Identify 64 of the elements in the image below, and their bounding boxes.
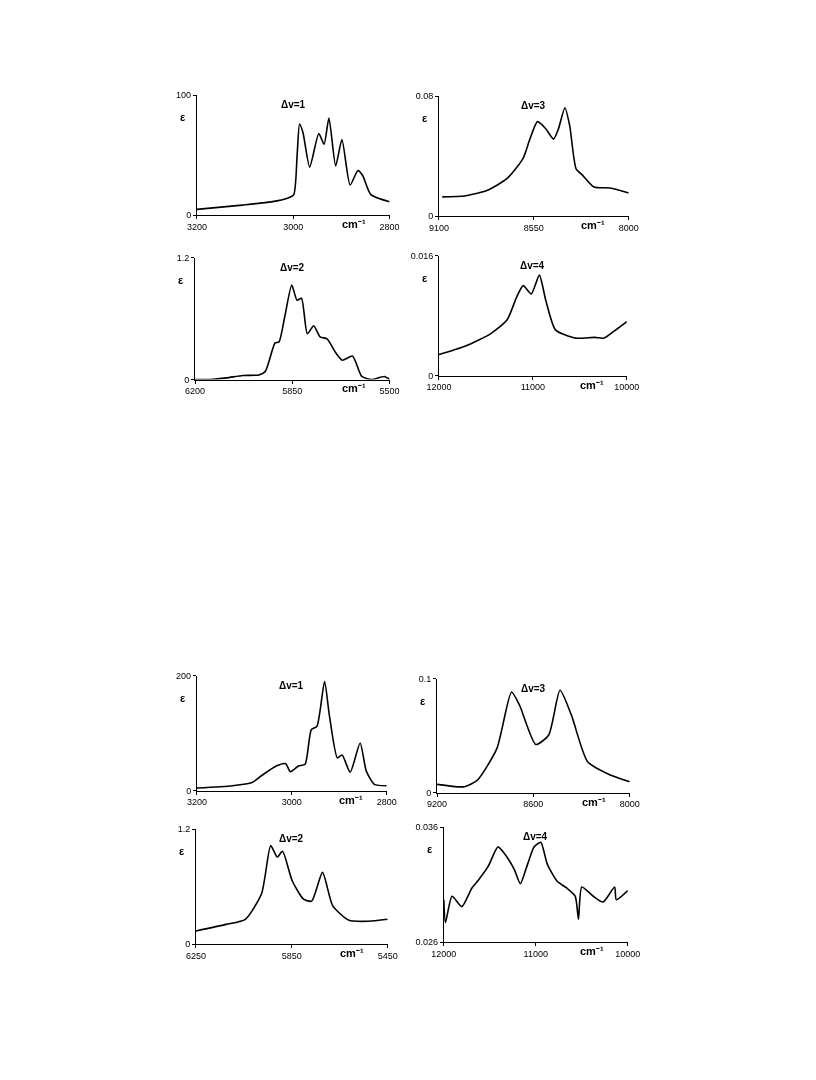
x-tick-label: 3200 [186, 221, 207, 232]
y-axis-title: ε [420, 695, 426, 707]
x-tick-label: 5850 [282, 386, 303, 397]
chart-title: Δv=4 [520, 260, 545, 271]
y-tick-label: 0.08 [415, 91, 434, 102]
y-tick-label: 0 [186, 785, 192, 796]
x-axis-title: cm⁻¹ [581, 219, 605, 231]
x-tick-label: 8000 [619, 799, 640, 810]
x-tick-label: 3000 [281, 797, 302, 808]
chart-title: Δv=2 [280, 262, 305, 273]
x-tick-label: 9100 [428, 222, 449, 233]
x-tick-label: 9200 [427, 799, 448, 810]
chart-title: Δv=3 [521, 100, 546, 111]
y-tick-label: 200 [176, 670, 192, 681]
x-tick-label: 2800 [379, 221, 400, 232]
y-axis-title: ε [179, 845, 185, 857]
x-tick-label: 2800 [376, 797, 397, 808]
x-axis-title: cm⁻¹ [339, 794, 363, 806]
y-axis-title: ε [427, 843, 433, 855]
y-axis-title: ε [180, 111, 186, 123]
x-tick-label: 12000 [431, 949, 457, 960]
y-tick-label: 0.016 [410, 250, 434, 261]
y-axis-title: ε [180, 692, 186, 704]
x-axis-title: cm⁻¹ [580, 945, 604, 957]
chart-title: Δv=1 [281, 99, 306, 110]
chart-title: Δv=4 [523, 831, 548, 842]
x-tick-label: 3200 [186, 797, 207, 808]
x-axis-title: cm⁻¹ [580, 379, 604, 391]
y-axis-title: ε [178, 274, 184, 286]
x-axis-title: cm⁻¹ [340, 947, 364, 959]
y-tick-label: 0 [428, 211, 434, 222]
y-tick-label: 0.1 [418, 673, 432, 684]
chart-title: Δv=2 [279, 833, 304, 844]
chart-title: Δv=3 [521, 683, 546, 694]
y-axis-title: ε [422, 112, 428, 124]
chart-title: Δv=1 [279, 680, 304, 691]
x-tick-label: 10000 [614, 382, 640, 393]
x-tick-label: 12000 [426, 382, 452, 393]
x-tick-label: 5450 [377, 951, 398, 962]
y-tick-label: 1.2 [176, 252, 190, 263]
x-tick-label: 8000 [618, 222, 639, 233]
y-axis-title: ε [422, 272, 428, 284]
x-tick-label: 8550 [523, 222, 544, 233]
x-tick-label: 11000 [523, 949, 548, 960]
y-tick-label: 0 [428, 370, 434, 381]
x-tick-label: 5500 [379, 386, 400, 397]
x-tick-label: 3000 [283, 221, 304, 232]
x-tick-label: 11000 [520, 382, 546, 393]
x-tick-label: 5850 [281, 951, 302, 962]
x-axis-title: cm⁻¹ [582, 796, 606, 808]
x-tick-label: 6250 [185, 951, 206, 962]
y-tick-label: 0 [426, 787, 432, 798]
y-tick-label: 1.2 [177, 824, 191, 835]
y-tick-label: 0.036 [415, 822, 439, 833]
y-tick-label: 0.026 [415, 937, 439, 948]
y-tick-label: 100 [176, 90, 192, 101]
x-axis-title: cm⁻¹ [342, 382, 366, 394]
y-tick-label: 0 [185, 939, 191, 950]
x-tick-label: 6200 [184, 386, 206, 397]
x-axis-title: cm⁻¹ [342, 218, 366, 230]
y-tick-label: 0 [186, 210, 192, 221]
x-tick-label: 8600 [523, 799, 544, 810]
y-tick-label: 0 [184, 374, 190, 385]
x-tick-label: 10000 [615, 949, 641, 960]
